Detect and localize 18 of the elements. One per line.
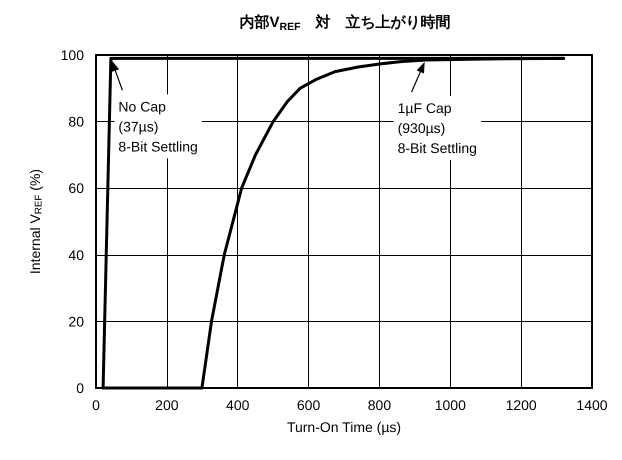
x-tick-label: 200: [155, 397, 179, 413]
annotation: No Cap (37µs) 8-Bit Settling: [118, 98, 198, 154]
y-tick-label: 20: [68, 313, 84, 330]
annotation: 1µF Cap (930µs) 8-Bit Settling: [398, 100, 477, 156]
y-tick-label: 80: [68, 114, 84, 130]
x-tick-label: 1400: [576, 397, 608, 413]
y-axis-title: Internal VREF (%): [27, 168, 44, 274]
x-axis-title: Turn-On Time (µs): [286, 419, 402, 435]
x-tick-label: 400: [226, 397, 250, 413]
x-tick-label: 800: [368, 397, 392, 413]
y-tick-label: 60: [68, 180, 84, 196]
x-tick-label: 600: [296, 397, 320, 413]
x-tick-label: 1000: [434, 397, 466, 413]
y-tick-label: 0: [76, 380, 84, 396]
y-tick-label: 40: [68, 246, 84, 263]
y-tick-label: 100: [60, 47, 84, 63]
x-tick-label: 0: [92, 397, 100, 413]
x-tick-label: 1200: [506, 397, 537, 413]
